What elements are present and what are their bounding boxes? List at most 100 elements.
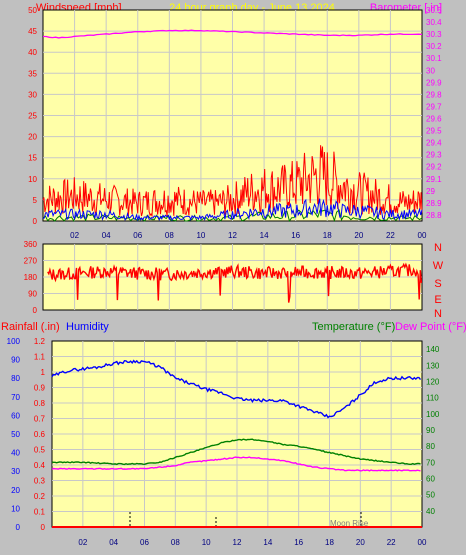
time-tick-label: 20 [356, 538, 365, 547]
time-tick-label: 08 [165, 231, 174, 240]
direction-axis-ticks: 0 90 180 270 360 [24, 240, 38, 315]
temperature-line [51, 438, 421, 466]
bottom-grid [52, 341, 422, 527]
barometer-tick-label: 29.4 [426, 139, 442, 148]
top-series [42, 29, 423, 223]
middle-series [47, 262, 423, 303]
temperature-tick-label: 50 [426, 491, 435, 500]
temperature-axis-ticks: 40 50 60 70 80 90 100 110 120 130 140 [426, 345, 440, 516]
barometer-tick-label: 29.9 [426, 78, 442, 87]
compass-label: S [434, 278, 441, 290]
barometer-tick-label: 30.5 [426, 6, 442, 15]
windspeed-tick-label: 5 [33, 196, 38, 205]
compass-label: E [434, 294, 441, 306]
windspeed-tick-label: 30 [28, 90, 37, 99]
rainfall-axis-label: Rainfall (.in) [1, 321, 60, 333]
humidity-tick-label: 50 [11, 430, 20, 439]
bottom-series [51, 359, 422, 528]
rainfall-tick-label: 0.8 [34, 399, 46, 408]
time-tick-label: 06 [133, 231, 142, 240]
top-time-axis: 02 04 06 08 10 12 14 16 18 20 22 00 [70, 231, 427, 240]
time-tick-label: 02 [78, 538, 87, 547]
time-tick-label: 10 [196, 231, 205, 240]
time-tick-label: 16 [291, 231, 300, 240]
top-grid [43, 10, 422, 221]
humidity-axis-label: Humidity [66, 321, 109, 333]
humidity-line [51, 359, 422, 419]
barometer-tick-label: 29.6 [426, 115, 442, 124]
rainfall-tick-label: 1.2 [34, 337, 46, 346]
barometer-tick-label: 29.5 [426, 127, 442, 136]
rainfall-tick-label: 0.6 [34, 430, 46, 439]
time-tick-label: 06 [140, 538, 149, 547]
temperature-tick-label: 90 [426, 426, 435, 435]
time-tick-label: 00 [418, 231, 427, 240]
barometer-tick-label: 29 [426, 187, 435, 196]
humidity-tick-label: 20 [11, 486, 20, 495]
windspeed-tick-label: 15 [28, 154, 37, 163]
time-tick-label: 12 [228, 231, 237, 240]
temperature-tick-label: 100 [426, 410, 440, 419]
moon-rise-label: Moon Rise [330, 519, 369, 528]
rainfall-tick-label: 0 [41, 523, 46, 532]
direction-tick-label: 90 [28, 290, 37, 299]
temperature-tick-label: 140 [426, 345, 440, 354]
barometer-line [43, 29, 423, 39]
time-tick-label: 20 [354, 231, 363, 240]
humidity-tick-label: 0 [16, 523, 21, 532]
compass-label: N [434, 242, 442, 254]
wind-low-line [42, 198, 423, 222]
temperature-tick-label: 60 [426, 474, 435, 483]
humidity-tick-label: 30 [11, 467, 20, 476]
middle-grid [43, 244, 422, 310]
rainfall-tick-label: 0.5 [34, 446, 46, 455]
humidity-tick-label: 60 [11, 411, 20, 420]
time-tick-label: 04 [109, 538, 118, 547]
humidity-tick-label: 70 [11, 393, 20, 402]
humidity-tick-label: 90 [11, 356, 20, 365]
temperature-axis-label: Temperature (°F) [312, 321, 395, 333]
windspeed-tick-label: 20 [28, 133, 37, 142]
dewpoint-axis-label: Dew Point (°F) [395, 321, 466, 333]
time-tick-label: 22 [386, 231, 395, 240]
rainfall-axis-ticks: 0 0.1 0.2 0.3 0.4 0.5 0.6 0.7 0.8 0.9 1 1.1 1.2 [34, 337, 46, 532]
wind-direction-line [47, 262, 423, 303]
barometer-tick-label: 30.4 [426, 18, 442, 27]
compass-label: N [434, 308, 442, 320]
windspeed-tick-label: 10 [28, 175, 37, 184]
dewpoint-line [51, 456, 421, 472]
time-tick-label: 04 [102, 231, 111, 240]
barometer-tick-label: 30.3 [426, 30, 442, 39]
barometer-tick-label: 30.1 [426, 54, 442, 63]
barometer-tick-label: 30 [426, 66, 435, 75]
time-tick-label: 10 [202, 538, 211, 547]
direction-tick-label: 360 [24, 240, 38, 249]
windspeed-tick-label: 45 [28, 27, 37, 36]
time-tick-label: 18 [323, 231, 332, 240]
time-tick-label: 12 [233, 538, 242, 547]
barometer-tick-label: 29.7 [426, 102, 442, 111]
time-tick-label: 02 [70, 231, 79, 240]
windspeed-tick-label: 25 [28, 112, 37, 121]
windspeed-axis-ticks: 0 5 10 15 20 25 30 35 40 45 50 [28, 6, 37, 226]
direction-tick-label: 180 [24, 273, 38, 282]
windspeed-line [42, 145, 423, 218]
barometer-tick-label: 29.3 [426, 151, 442, 160]
temperature-tick-label: 40 [426, 507, 435, 516]
time-tick-label: 08 [171, 538, 180, 547]
temperature-tick-label: 70 [426, 458, 435, 467]
temperature-tick-label: 110 [426, 394, 439, 403]
barometer-axis-ticks: 28.8 28.9 29 29.1 29.2 29.3 29.4 29.5 29.6 29.7 29… [426, 6, 442, 220]
moon-markers: Moon Rise [129, 512, 369, 528]
windspeed-tick-label: 35 [28, 69, 37, 78]
rainfall-tick-label: 1 [41, 368, 46, 377]
barometer-tick-label: 28.8 [426, 211, 442, 220]
rainfall-tick-label: 0.2 [34, 492, 46, 501]
compass-label: W [433, 260, 444, 272]
time-tick-label: 22 [387, 538, 396, 547]
time-tick-label: 14 [260, 231, 269, 240]
humidity-tick-label: 10 [11, 504, 20, 513]
time-tick-label: 16 [294, 538, 303, 547]
